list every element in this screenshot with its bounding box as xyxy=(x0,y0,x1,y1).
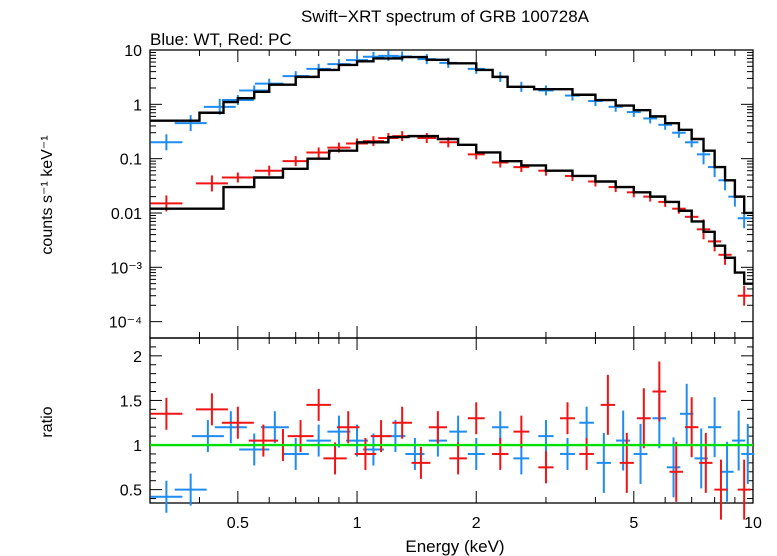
y-tick-label: 0.5 xyxy=(120,483,142,500)
y-tick-label: 10⁻³ xyxy=(110,260,142,277)
chart-title: Swift−XRT spectrum of GRB 100728A xyxy=(301,7,590,26)
spectrum-panel: 10 1 0.1 0.01 10⁻³ 10⁻⁴ xyxy=(109,43,754,339)
y-tick-label: 0.01 xyxy=(111,206,142,223)
y-tick-label: 10⁻⁴ xyxy=(109,315,142,332)
chart-subtitle: Blue: WT, Red: PC xyxy=(150,30,292,49)
y-tick-label: 1 xyxy=(133,438,142,455)
x-tick-label: 10 xyxy=(744,515,762,532)
top-y-axis-label: counts s⁻¹ keV⁻¹ xyxy=(39,135,56,254)
x-tick-label: 0.5 xyxy=(227,515,249,532)
spectrum-series-pc xyxy=(150,131,751,306)
x-axis-label: Energy (keV) xyxy=(405,537,504,556)
ratio-series-pc xyxy=(150,361,751,520)
bottom-y-axis-label: ratio xyxy=(39,406,56,437)
ratio-panel: 0.5 1 2 5 10 0.5 1 1.5 2 xyxy=(120,337,762,532)
model-line-wt xyxy=(150,55,753,215)
x-tick-label: 5 xyxy=(629,515,638,532)
ratio-series-wt xyxy=(150,383,755,513)
x-tick-label: 2 xyxy=(472,515,481,532)
y-tick-label: 1 xyxy=(133,97,142,114)
y-tick-label: 10 xyxy=(124,43,142,60)
y-tick-label: 0.1 xyxy=(120,152,142,169)
ratio-frame xyxy=(149,337,754,504)
x-tick-label: 1 xyxy=(353,515,362,532)
y-tick-label: 2 xyxy=(133,349,142,366)
y-tick-label: 1.5 xyxy=(120,393,142,410)
spectrum-frame xyxy=(149,49,754,339)
model-line-pc xyxy=(150,134,753,285)
